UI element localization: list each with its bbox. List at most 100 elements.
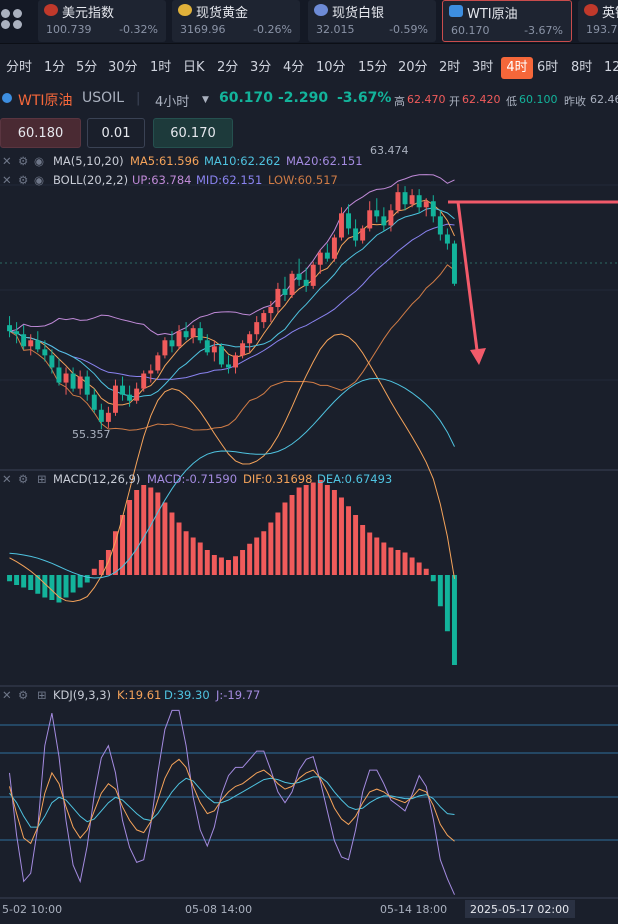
macd-bar: [430, 575, 436, 582]
ticker-usd-index[interactable]: 美元指数 100.739 -0.32%: [38, 0, 166, 42]
settings-icon[interactable]: ⚙: [18, 154, 28, 168]
macd-bar: [204, 550, 210, 575]
boll-label: BOLL(20,2,2): [53, 173, 128, 187]
add-indicator-icon[interactable]: ⊞: [37, 688, 47, 702]
macd-bar: [423, 568, 429, 575]
period-tab[interactable]: 1时: [150, 60, 172, 75]
candle-body: [247, 334, 253, 344]
time-label: 5-02 10:00: [2, 903, 62, 916]
period-tab[interactable]: 分时: [6, 60, 33, 75]
macd-bar: [261, 531, 267, 575]
close-icon[interactable]: ✕: [2, 173, 12, 187]
macd-bar: [14, 575, 20, 585]
kdj-panel: [9, 709, 455, 895]
macd-bar: [42, 575, 48, 598]
macd-bar: [120, 515, 126, 575]
down-arrow-drawing: [456, 201, 480, 359]
moving-averages: [9, 199, 455, 406]
candle-body: [367, 210, 373, 229]
macd-bar: [127, 500, 133, 575]
ticker-name: 现货白银: [332, 6, 385, 21]
macd-bar: [367, 532, 373, 575]
period-tab[interactable]: 15分: [358, 60, 388, 75]
sell-price-button[interactable]: 60.180: [0, 118, 81, 148]
macd-bar: [190, 537, 196, 575]
period-tab[interactable]: 8时: [571, 60, 593, 75]
app-menu-icon[interactable]: [0, 6, 24, 30]
ticker-price: 32.015: [316, 23, 355, 36]
low-annotation: 55.357: [72, 428, 111, 441]
macd-bar: [374, 537, 380, 575]
candle-body: [233, 355, 239, 368]
trend-drawings[interactable]: [448, 200, 618, 365]
ticker-spot-gold[interactable]: 现货黄金 3169.96 -0.26%: [172, 0, 300, 42]
lot-size-input[interactable]: 0.01: [87, 118, 145, 148]
prev-close-value: 62.46: [590, 93, 618, 106]
candle-body: [430, 201, 436, 217]
ticker-change: -0.32%: [119, 23, 158, 36]
time-axis: 5-02 10:00 05-08 14:00 05-14 18:00 2025-…: [2, 900, 575, 918]
period-tab[interactable]: 2时: [439, 60, 461, 75]
low-label: 低: [506, 95, 517, 108]
period-tab[interactable]: 4分: [283, 60, 305, 75]
gold-coin-icon: [178, 4, 192, 16]
period-tab[interactable]: 日K: [183, 60, 205, 75]
ticker-gbp[interactable]: 英镑 193.79: [578, 0, 618, 42]
period-tab[interactable]: 5分: [76, 60, 98, 75]
price-chart[interactable]: ✕ ⚙ ◉ MA(5,10,20) MA5:61.596 MA10:62.262…: [0, 140, 618, 924]
buy-price-button[interactable]: 60.170: [153, 118, 233, 148]
settings-icon[interactable]: ⚙: [18, 472, 28, 486]
candle-body: [155, 355, 161, 371]
period-tab[interactable]: 1分: [44, 60, 66, 75]
macd-bar: [317, 480, 323, 575]
close-icon[interactable]: ✕: [2, 154, 12, 168]
interval-selector[interactable]: 4小时: [155, 95, 190, 110]
chevron-down-icon[interactable]: ▼: [202, 95, 209, 105]
period-tab[interactable]: 3时: [472, 60, 494, 75]
macd-bar: [141, 485, 147, 575]
candle-body: [42, 349, 48, 356]
ma5-line: [9, 199, 455, 406]
settings-icon[interactable]: ⚙: [18, 173, 28, 187]
period-tab[interactable]: 10分: [316, 60, 346, 75]
open-label: 开: [449, 95, 460, 108]
kdj-d-line: [9, 776, 455, 828]
candle-body: [225, 364, 231, 368]
instrument-bar: WTI原油 USOIL | 4小时 ▼ 60.170 -2.290 -3.67%…: [0, 86, 618, 114]
oil-barrel-icon: [2, 93, 12, 103]
macd-bar: [437, 575, 443, 607]
macd-bar: [395, 550, 401, 575]
period-tab[interactable]: 12: [604, 60, 618, 75]
instrument-name[interactable]: WTI原油: [18, 93, 73, 109]
eye-icon[interactable]: ◉: [34, 154, 44, 168]
close-icon[interactable]: ✕: [2, 472, 12, 486]
candle-body: [197, 328, 203, 341]
period-tab[interactable]: 3分: [250, 60, 272, 75]
candle-body: [416, 195, 422, 208]
ma10-line: [9, 207, 455, 398]
add-indicator-icon[interactable]: ⊞: [37, 472, 47, 486]
ticker-strip: 美元指数 100.739 -0.32% 现货黄金 3169.96 -0.26% …: [0, 0, 618, 44]
ticker-spot-silver[interactable]: 现货白银 32.015 -0.59%: [308, 0, 436, 42]
period-tab[interactable]: 30分: [108, 60, 138, 75]
candle-body: [70, 373, 76, 389]
candle-body: [381, 216, 387, 226]
ticker-price: 100.739: [46, 23, 92, 36]
settings-icon[interactable]: ⚙: [18, 688, 28, 702]
candle-body: [162, 340, 168, 356]
candle-body: [77, 376, 83, 389]
period-tab[interactable]: 6时: [537, 60, 559, 75]
macd-bar: [275, 512, 281, 575]
eye-icon[interactable]: ◉: [34, 173, 44, 187]
period-tab-active[interactable]: 4时: [501, 57, 533, 79]
macd-bar: [183, 531, 189, 575]
macd-bar: [134, 490, 140, 575]
close-icon[interactable]: ✕: [2, 688, 12, 702]
ticker-change: -0.59%: [389, 23, 428, 36]
ticker-wti-crude[interactable]: WTI原油 60.170 -3.67%: [442, 0, 572, 42]
period-tab[interactable]: 2分: [217, 60, 239, 75]
prev-close-label: 昨收: [564, 95, 586, 108]
macd-bar: [451, 575, 457, 665]
period-tab[interactable]: 20分: [398, 60, 428, 75]
dif-line: [9, 333, 455, 603]
